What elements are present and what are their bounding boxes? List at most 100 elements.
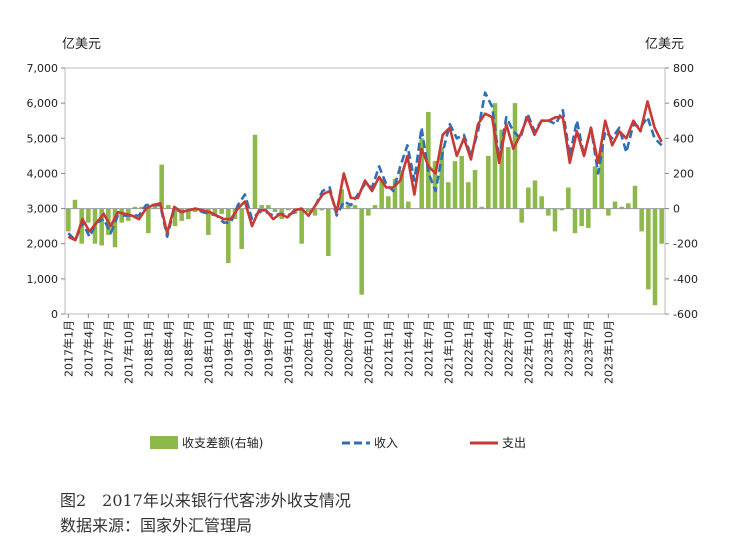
series-lines — [67, 91, 663, 242]
x-tick-label: 2022年4月 — [481, 320, 495, 377]
left-axis-unit: 亿美元 — [62, 37, 101, 52]
balance-bar — [99, 208, 104, 246]
balance-bar — [366, 208, 371, 216]
x-tick-label: 2021年10月 — [441, 320, 455, 384]
x-tick-label: 2022年7月 — [501, 320, 515, 377]
left-tick-label: 4,000 — [27, 167, 59, 180]
balance-bar — [432, 161, 438, 209]
x-tick-label: 2019年10月 — [281, 320, 295, 384]
right-tick-label: 200 — [673, 167, 694, 180]
balance-bar — [599, 147, 604, 209]
balance-bar — [446, 182, 451, 209]
balance-bar — [579, 208, 584, 227]
balance-bar — [592, 166, 598, 209]
right-tick-label: 800 — [673, 62, 694, 75]
left-tick-label: 2,000 — [27, 238, 59, 251]
x-tick-label: 2018年7月 — [181, 320, 195, 377]
x-tick-label: 2022年1月 — [461, 320, 475, 377]
balance-bar — [626, 203, 631, 209]
balance-bar — [346, 205, 351, 209]
balance-bar — [512, 103, 518, 209]
income-line — [67, 91, 663, 242]
balance-bar — [472, 169, 478, 209]
balance-bar — [286, 208, 291, 211]
balance-bar — [612, 201, 618, 209]
balance-bar — [86, 208, 91, 223]
x-tick-label: 2022年10月 — [521, 320, 535, 384]
x-tick-label: 2017年4月 — [81, 320, 95, 377]
balance-bar — [352, 205, 358, 209]
balance-bar — [486, 155, 491, 209]
balance-bar — [546, 208, 551, 216]
legend-label: 收支差额(右轴) — [182, 435, 263, 450]
balance-bar — [419, 138, 424, 209]
balance-bar — [72, 199, 78, 209]
balance-bar — [392, 178, 398, 209]
balance-bar — [652, 208, 658, 306]
balance-bar — [212, 208, 218, 214]
balance-bar — [372, 205, 378, 209]
balance-bar — [186, 208, 191, 220]
balance-bar — [539, 196, 544, 209]
balance-bar — [326, 208, 331, 257]
balance-bar — [272, 208, 278, 213]
balance-bar — [319, 208, 324, 211]
balance-bar — [519, 208, 524, 223]
x-tick-label: 2020年7月 — [341, 320, 355, 377]
balance-bar — [452, 161, 458, 209]
balance-bar — [359, 208, 364, 295]
balance-bar — [179, 208, 184, 221]
balance-bar — [439, 147, 444, 209]
balance-bar — [139, 206, 144, 209]
left-axis-ticks: 0 1,000 2,000 3,000 4,000 5,000 6,000 7,000 — [27, 62, 65, 321]
x-tick-label: 2020年4月 — [321, 320, 335, 377]
balance-bar — [459, 155, 464, 209]
x-tick-label: 2017年1月 — [61, 320, 75, 377]
balance-bar — [406, 201, 411, 209]
balance-bar — [219, 208, 224, 214]
balance-bar — [239, 208, 244, 249]
right-tick-label: 0 — [673, 203, 680, 216]
left-tick-label: 6,000 — [27, 97, 59, 110]
x-tick-label: 2017年7月 — [101, 320, 115, 377]
x-tick-label: 2023年4月 — [561, 320, 575, 377]
balance-bar — [172, 208, 178, 227]
x-tick-label: 2017年10月 — [121, 320, 135, 384]
balance-bar — [119, 208, 124, 223]
balance-bar — [632, 185, 638, 209]
balance-bar — [146, 208, 151, 234]
plot-area-frame — [64, 67, 666, 315]
balance-bar — [306, 208, 311, 213]
figure-source: 数据来源：国家外汇管理局 — [60, 516, 253, 535]
balance-bar — [399, 169, 404, 209]
balance-bar — [206, 208, 211, 235]
left-tick-label: 5,000 — [27, 132, 59, 145]
x-tick-label: 2023年10月 — [601, 320, 615, 384]
x-tick-label: 2021年4月 — [401, 320, 415, 377]
balance-bar — [386, 196, 391, 209]
x-tick-label: 2019年1月 — [221, 320, 235, 377]
balance-bar — [479, 206, 484, 209]
balance-bar — [566, 187, 571, 209]
right-tick-label: -200 — [673, 238, 698, 251]
balance-bar — [112, 208, 118, 248]
balance-bar — [586, 208, 591, 228]
legend-label: 收入 — [374, 436, 398, 450]
left-tick-label: 7,000 — [27, 62, 59, 75]
balance-bar — [159, 164, 164, 209]
right-tick-label: -600 — [673, 308, 698, 321]
balance-bar — [552, 208, 558, 232]
balance-bar — [466, 182, 471, 209]
legend-swatch-bar — [150, 436, 178, 449]
balance-bar — [526, 187, 531, 209]
balance-bar — [259, 205, 264, 209]
x-tick-label: 2018年4月 — [161, 320, 175, 377]
figure-title: 图2 2017年以来银行代客涉外收支情况 — [60, 491, 351, 510]
x-tick-label: 2023年1月 — [541, 320, 555, 377]
x-tick-label: 2021年1月 — [381, 320, 395, 377]
balance-bar — [299, 208, 304, 244]
balance-bar — [492, 103, 498, 209]
balance-bar — [192, 208, 198, 213]
balance-bar — [619, 206, 624, 209]
balance-bar — [572, 208, 578, 234]
